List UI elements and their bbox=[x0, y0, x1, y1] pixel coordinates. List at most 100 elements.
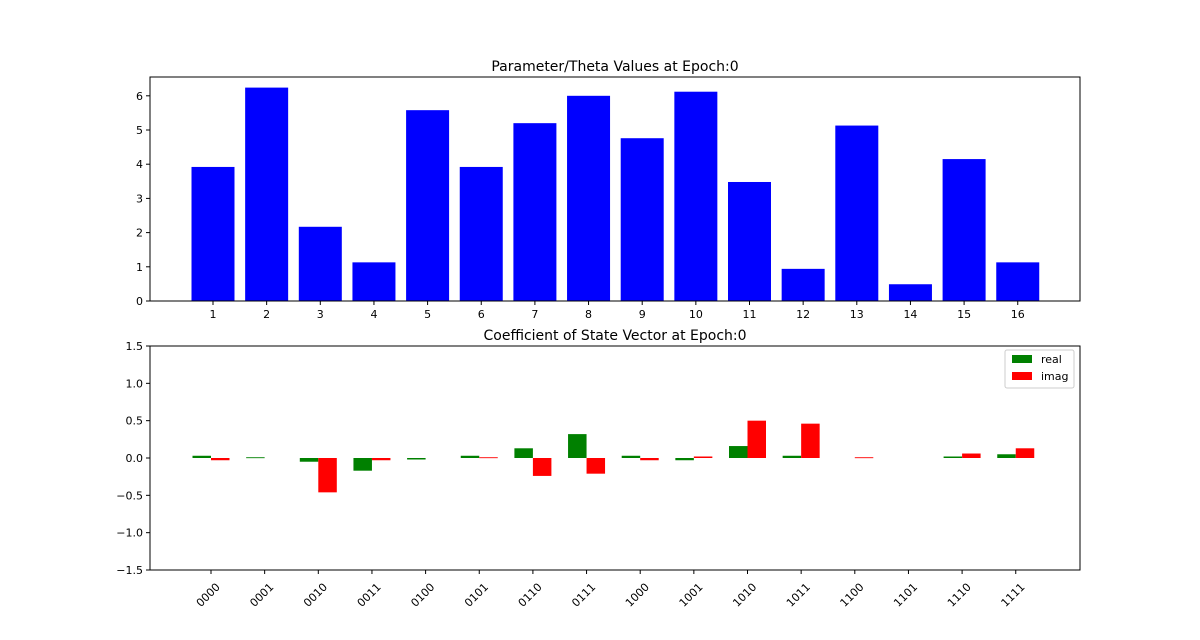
bar-imag-0110 bbox=[532, 458, 552, 476]
state-x-tick-label: 0000 bbox=[194, 581, 223, 610]
state-x-tick-label: 0001 bbox=[247, 581, 276, 610]
theta-x-tick-label: 11 bbox=[743, 308, 757, 321]
bar-real-0011 bbox=[353, 458, 372, 471]
theta-y-tick-label: 5 bbox=[136, 124, 143, 137]
theta-bar-16 bbox=[996, 262, 1040, 301]
theta-x-tick-label: 4 bbox=[370, 308, 377, 321]
bar-real-0110 bbox=[514, 448, 533, 458]
theta-y-axis: 0 1 2 3 4 5 6 bbox=[136, 90, 150, 308]
bar-real-0100 bbox=[407, 458, 426, 460]
state-vector-plot-frame bbox=[149, 345, 1081, 571]
theta-bar-11 bbox=[728, 181, 771, 301]
theta-x-tick-label: 14 bbox=[903, 308, 917, 321]
theta-x-tick-label: 6 bbox=[478, 308, 485, 321]
theta-bar-4 bbox=[352, 262, 396, 301]
bar-real-0010 bbox=[299, 458, 319, 462]
theta-bar-2 bbox=[245, 87, 289, 301]
state-x-tick-label: 1000 bbox=[623, 581, 652, 610]
state-vector-y-axis: −1.5 −1.0 −0.5 0.0 0.5 1.0 1.5 bbox=[116, 340, 150, 577]
bar-imag-1110 bbox=[962, 453, 981, 458]
state-x-tick-label: 0101 bbox=[462, 581, 491, 610]
bar-real-1110 bbox=[943, 456, 963, 458]
bar-real-1011 bbox=[782, 455, 802, 458]
state-x-tick-label: 1110 bbox=[945, 581, 974, 610]
theta-x-tick-label: 16 bbox=[1011, 308, 1025, 321]
theta-y-tick-label: 6 bbox=[136, 90, 143, 103]
bar-imag-0101 bbox=[479, 457, 498, 459]
theta-x-tick-label: 2 bbox=[263, 308, 270, 321]
state-x-tick-label: 0110 bbox=[516, 581, 545, 610]
state-x-tick-label: 1011 bbox=[784, 581, 813, 610]
legend-swatch-imag bbox=[1012, 372, 1032, 380]
theta-bar-6 bbox=[459, 166, 503, 301]
bar-imag-0000 bbox=[211, 458, 230, 461]
bar-imag-1100 bbox=[854, 457, 874, 459]
bar-real-0111 bbox=[568, 434, 587, 458]
theta-bar-9 bbox=[620, 138, 664, 301]
theta-x-tick-label: 3 bbox=[317, 308, 324, 321]
bar-real-1111 bbox=[997, 454, 1016, 458]
state-vector-x-axis: 0000 0001 0010 0011 0100 0101 0110 0111 1000 1001… bbox=[194, 570, 1028, 610]
state-y-tick-label: −1.0 bbox=[116, 527, 143, 540]
bar-real-1001 bbox=[675, 458, 694, 461]
state-x-tick-label: 0010 bbox=[301, 581, 330, 610]
theta-bar-10 bbox=[674, 91, 718, 301]
theta-x-tick-label: 12 bbox=[796, 308, 810, 321]
theta-y-tick-label: 0 bbox=[136, 295, 143, 308]
theta-bar-3 bbox=[298, 226, 342, 301]
state-x-tick-label: 0100 bbox=[408, 581, 437, 610]
state-vector-chart-title: Coefficient of State Vector at Epoch:0 bbox=[483, 328, 746, 344]
state-y-tick-label: 0.0 bbox=[126, 452, 144, 465]
legend-label-real: real bbox=[1041, 353, 1062, 366]
theta-chart-title: Parameter/Theta Values at Epoch:0 bbox=[491, 59, 738, 75]
state-x-tick-label: 0111 bbox=[569, 581, 598, 610]
theta-plot-frame bbox=[149, 76, 1081, 302]
bar-imag-1001 bbox=[693, 456, 713, 458]
state-x-tick-label: 1010 bbox=[730, 581, 759, 610]
theta-x-tick-label: 10 bbox=[689, 308, 703, 321]
bar-real-0000 bbox=[192, 455, 211, 458]
bar-imag-0011 bbox=[371, 458, 391, 461]
legend-swatch-real bbox=[1012, 355, 1032, 363]
theta-x-tick-label: 5 bbox=[424, 308, 431, 321]
legend-label-imag: imag bbox=[1041, 370, 1069, 383]
theta-chart: Parameter/Theta Values at Epoch:0 012345… bbox=[136, 59, 1081, 321]
state-y-tick-label: 0.5 bbox=[126, 415, 144, 428]
state-y-tick-label: 1.0 bbox=[126, 377, 144, 390]
theta-x-tick-label: 13 bbox=[850, 308, 864, 321]
theta-x-tick-label: 9 bbox=[639, 308, 646, 321]
theta-bar-7 bbox=[513, 123, 557, 301]
bar-imag-1011 bbox=[801, 423, 820, 458]
theta-bar-14 bbox=[888, 284, 932, 301]
bar-imag-1010 bbox=[747, 420, 766, 458]
bar-imag-0111 bbox=[586, 458, 606, 474]
theta-x-tick-label: 15 bbox=[957, 308, 971, 321]
bar-imag-0010 bbox=[318, 458, 337, 493]
state-x-tick-label: 0011 bbox=[355, 581, 384, 610]
legend: real imag bbox=[1004, 349, 1075, 389]
state-y-tick-label: −1.5 bbox=[116, 564, 143, 577]
theta-x-tick-label: 7 bbox=[531, 308, 538, 321]
theta-y-tick-label: 4 bbox=[136, 158, 143, 171]
theta-y-tick-label: 1 bbox=[136, 261, 143, 274]
theta-y-tick-label: 3 bbox=[136, 192, 143, 205]
bar-real-1000 bbox=[621, 455, 641, 458]
bar-real-0101 bbox=[460, 455, 480, 458]
bar-imag-1000 bbox=[640, 458, 659, 461]
bar-imag-1111 bbox=[1015, 448, 1035, 458]
state-y-tick-label: 1.5 bbox=[126, 340, 144, 353]
theta-bar-8 bbox=[567, 95, 611, 301]
bar-real-0001 bbox=[246, 457, 265, 459]
state-x-tick-label: 1001 bbox=[677, 581, 706, 610]
theta-y-tick-label: 2 bbox=[136, 227, 143, 240]
theta-x-axis: 1 2 3 4 5 6 7 8 9 10 11 12 13 14 15 16 bbox=[210, 301, 1025, 321]
state-vector-bars bbox=[192, 420, 1035, 493]
state-y-tick-label: −0.5 bbox=[116, 489, 143, 502]
theta-bars bbox=[191, 87, 1040, 301]
theta-bar-5 bbox=[406, 110, 450, 301]
state-x-tick-label: 1100 bbox=[838, 581, 867, 610]
theta-bar-12 bbox=[781, 268, 825, 301]
theta-bar-15 bbox=[942, 159, 986, 301]
theta-bar-1 bbox=[191, 166, 235, 301]
theta-x-tick-label: 1 bbox=[210, 308, 217, 321]
